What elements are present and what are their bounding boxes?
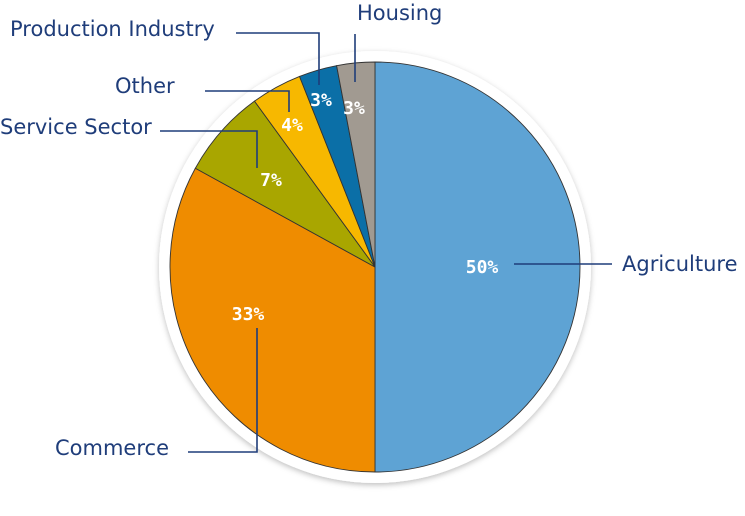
category-label-commerce: Commerce: [55, 436, 169, 460]
value-label-other: 4%: [281, 115, 303, 136]
leader-lines: [160, 32, 612, 453]
pie-slice-commerce: [169, 167, 376, 473]
value-label-production-industry: 3%: [310, 90, 332, 111]
leader-line-service-sector: [160, 130, 258, 168]
value-label-housing: 3%: [343, 98, 365, 119]
value-label-service-sector: 7%: [260, 170, 282, 191]
category-labels: Agriculture Commerce Service Sector Other Pr…: [0, 1, 738, 460]
category-label-service-sector: Service Sector: [0, 115, 152, 139]
pie-slice-agriculture: [374, 61, 581, 473]
value-label-agriculture: 50%: [466, 257, 499, 278]
leader-line-production-industry: [236, 32, 320, 85]
category-label-agriculture: Agriculture: [622, 252, 738, 276]
category-label-other: Other: [115, 74, 175, 98]
category-label-production-industry: Production Industry: [10, 17, 215, 41]
category-label-housing: Housing: [357, 1, 442, 25]
value-label-commerce: 33%: [232, 304, 265, 325]
leader-line-commerce: [188, 328, 258, 453]
pie-slices: [169, 61, 581, 473]
percentage-labels: 50% 33% 7% 4% 3% 3%: [232, 90, 499, 325]
leader-line-other: [205, 90, 290, 112]
